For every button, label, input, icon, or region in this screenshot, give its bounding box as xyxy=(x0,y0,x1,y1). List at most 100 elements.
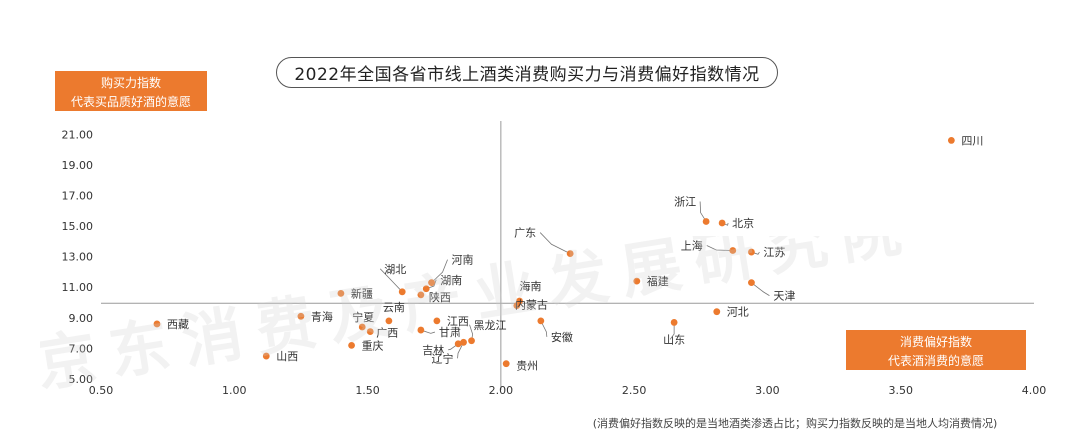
data-point xyxy=(297,312,305,320)
point-label: 广东 xyxy=(514,227,536,240)
leader-line xyxy=(539,232,571,254)
point-label: 河北 xyxy=(727,306,749,319)
data-point xyxy=(153,320,161,328)
data-point xyxy=(428,279,435,287)
data-point xyxy=(417,326,425,334)
data-point xyxy=(417,291,425,299)
leader-line xyxy=(751,282,770,296)
y-tick-label: 7.00 xyxy=(69,342,94,355)
data-point xyxy=(729,247,737,254)
point-label: 陕西 xyxy=(429,290,451,304)
x-tick-label: 3.00 xyxy=(755,384,780,397)
y-tick-label: 19.00 xyxy=(62,159,94,172)
x-tick-label: 3.50 xyxy=(888,384,913,397)
data-point xyxy=(348,341,355,349)
footnote: (消费偏好指数反映的是当地酒类渗透占比；购买力指数反映的是当地人均消费情况) xyxy=(592,417,998,430)
data-point xyxy=(454,340,462,348)
leader-line xyxy=(706,245,733,251)
data-point xyxy=(502,360,510,368)
x-axis-label: 消费偏好指数 xyxy=(899,335,972,349)
point-label: 四川 xyxy=(961,134,983,147)
point-label: 江西 xyxy=(447,315,469,328)
y-tick-label: 13.00 xyxy=(62,251,94,264)
y-axis-description: 代表买品质好酒的意愿 xyxy=(70,95,191,109)
point-label: 重庆 xyxy=(362,338,384,352)
point-label: 湖北 xyxy=(384,263,406,276)
point-label: 福建 xyxy=(647,274,669,288)
y-tick-label: 5.00 xyxy=(69,373,94,386)
leader-line xyxy=(431,259,448,283)
leader-line xyxy=(457,342,464,359)
data-point xyxy=(385,317,393,325)
point-label: 天津 xyxy=(773,290,795,303)
points-layer xyxy=(153,137,955,368)
data-point xyxy=(513,302,521,309)
point-label: 辽宁 xyxy=(432,351,454,365)
data-point xyxy=(433,317,441,325)
axes-layer xyxy=(101,121,1034,390)
leader-lines-layer xyxy=(379,201,770,359)
point-label: 江苏 xyxy=(763,246,785,259)
x-tick-label: 1.00 xyxy=(222,384,247,397)
point-label: 北京 xyxy=(732,216,754,230)
data-point xyxy=(702,218,710,225)
data-point xyxy=(460,338,467,346)
x-tick-label: 0.50 xyxy=(89,384,114,397)
point-label: 广西 xyxy=(376,327,398,340)
y-axis-label: 购买力指数 xyxy=(100,76,161,90)
y-tick-label: 17.00 xyxy=(62,189,94,202)
leader-line xyxy=(379,268,403,293)
point-label: 河南 xyxy=(452,254,474,267)
point-label: 宁夏 xyxy=(352,310,374,324)
x-axis-label-box: 消费偏好指数 代表酒消费的意愿 xyxy=(846,330,1026,370)
point-label: 新疆 xyxy=(351,286,373,300)
x-tick-label: 2.00 xyxy=(489,384,514,397)
point-label: 上海 xyxy=(681,239,703,253)
point-label: 黑龙江 xyxy=(474,319,507,332)
y-tick-label: 11.00 xyxy=(62,281,94,294)
data-point xyxy=(670,319,678,326)
point-label: 西藏 xyxy=(167,318,189,331)
data-point xyxy=(947,137,955,144)
data-point xyxy=(633,277,641,285)
point-label: 湖南 xyxy=(440,274,462,287)
chart-title: 2022年全国各省市线上酒类消费购买力与消费偏好指数情况 xyxy=(276,57,778,88)
leader-line xyxy=(420,329,436,334)
y-tick-label: 9.00 xyxy=(69,312,94,325)
data-point xyxy=(718,219,726,227)
point-label: 内蒙古 xyxy=(515,298,548,312)
data-point xyxy=(398,288,406,296)
data-point xyxy=(358,323,366,331)
x-tick-label: 2.50 xyxy=(622,384,647,397)
point-label: 吉林 xyxy=(422,343,444,357)
point-label: 浙江 xyxy=(674,195,696,208)
data-point xyxy=(748,248,755,256)
point-label: 山东 xyxy=(663,333,685,346)
point-label: 安徽 xyxy=(551,330,573,344)
leader-line xyxy=(699,201,707,222)
x-tick-label: 1.50 xyxy=(355,384,380,397)
ticks-layer: 5.00 7.00 9.00 11.00 13.00 15.00 17.00 19.00 21.… xyxy=(62,128,1047,397)
data-point xyxy=(713,308,721,316)
x-axis-description: 代表酒消费的意愿 xyxy=(887,354,984,368)
point-label: 青海 xyxy=(311,309,333,323)
leader-line xyxy=(669,322,675,340)
point-label: 海南 xyxy=(520,279,542,293)
data-point xyxy=(337,289,345,297)
point-label: 云南 xyxy=(383,301,405,314)
y-tick-label: 21.00 xyxy=(62,128,94,141)
data-point xyxy=(566,250,574,257)
leader-line xyxy=(540,320,548,337)
y-tick-label: 15.00 xyxy=(62,220,94,233)
point-label: 山西 xyxy=(276,350,298,363)
data-point xyxy=(748,279,755,287)
data-point xyxy=(537,317,545,325)
point-label: 甘肃 xyxy=(439,326,461,339)
data-point xyxy=(366,328,374,335)
data-point xyxy=(422,285,430,293)
data-point xyxy=(262,352,270,360)
point-label: 贵州 xyxy=(516,360,538,373)
x-tick-label: 4.00 xyxy=(1022,384,1047,397)
